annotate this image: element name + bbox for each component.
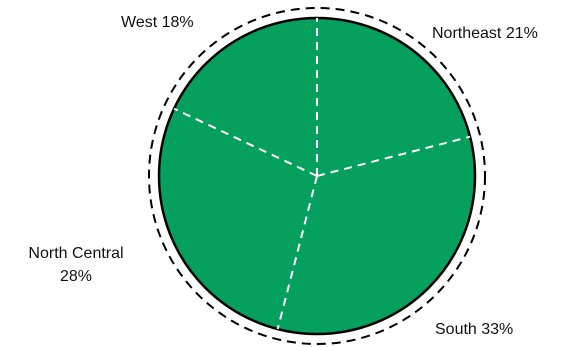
slice-divider-south <box>316 135 471 177</box>
slice-label-north-central-line2: 28% <box>60 268 92 285</box>
slice-label-west: West 18% <box>121 14 194 31</box>
slice-divider-north-central <box>276 175 318 330</box>
slice-divider-west <box>173 107 318 177</box>
slice-label-north-central-line1: North Central <box>28 245 123 262</box>
slice-dividers <box>173 18 471 330</box>
slice-label-south: South 33% <box>435 321 513 338</box>
outer-dashed-ring <box>148 7 486 345</box>
slice-label-northeast: Northeast 21% <box>432 25 538 42</box>
